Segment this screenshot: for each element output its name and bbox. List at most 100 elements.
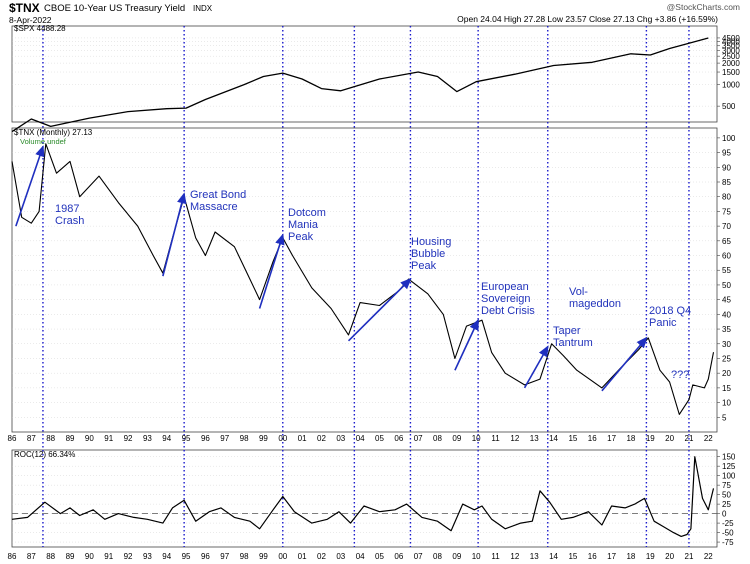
panel-roc-frame [11, 449, 718, 548]
annotation-text: 1987 [55, 203, 79, 215]
roc-x-tick-label: 19 [646, 552, 655, 561]
roc-x-tick-label: 18 [626, 552, 635, 561]
tnx-y-tick-label: 10 [722, 399, 731, 408]
spx-y-tick-label: 500 [722, 102, 736, 111]
roc-y-tick-label: 150 [722, 453, 736, 462]
roc-series-line [11, 456, 715, 538]
trend-arrow [523, 345, 549, 389]
tnx-x-tick-label: 16 [588, 434, 597, 443]
spx-series-line [11, 37, 709, 133]
roc-y-tick-label: 100 [722, 472, 736, 481]
roc-x-tick-label: 90 [85, 552, 94, 561]
spx-y-tick-label: 4500 [722, 34, 740, 43]
annotation-text: Peak [288, 231, 314, 243]
roc-x-tick-label: 91 [104, 552, 113, 561]
annotation-text: Massacre [190, 201, 238, 213]
tnx-x-tick-label: 93 [143, 434, 152, 443]
annotation-text: Panic [649, 317, 677, 329]
tnx-x-tick-label: 22 [704, 434, 713, 443]
annotation-text: European [481, 281, 529, 293]
annotation-text: Great Bond [190, 189, 246, 201]
roc-x-tick-label: 09 [452, 552, 461, 561]
watermark: @StockCharts.com [667, 2, 740, 12]
tnx-y-tick-label: 45 [722, 296, 731, 305]
tnx-x-tick-label: 03 [336, 434, 345, 443]
tnx-y-tick-label: 5 [722, 413, 727, 422]
roc-x-tick-label: 10 [472, 552, 481, 561]
roc-x-tick-label: 99 [259, 552, 268, 561]
symbol-label: $TNX [9, 1, 40, 15]
annotation-text: Taper [553, 325, 581, 337]
tnx-y-tick-label: 100 [722, 134, 736, 143]
tnx-y-tick-label: 55 [722, 266, 731, 275]
roc-x-tick-label: 11 [491, 552, 500, 561]
tnx-x-tick-label: 98 [240, 434, 249, 443]
spx-y-tick-label: 3000 [722, 47, 740, 56]
tnx-x-tick-label: 15 [568, 434, 577, 443]
trend-arrow [601, 336, 648, 392]
annotation-text: Dotcom [288, 207, 326, 219]
tnx-y-tick-label: 15 [722, 384, 731, 393]
tnx-y-tick-label: 70 [722, 222, 731, 231]
roc-panel-label: ROC(12) 66.34% [14, 450, 75, 459]
roc-x-tick-label: 93 [143, 552, 152, 561]
tnx-x-tick-label: 21 [685, 434, 694, 443]
tnx-x-tick-label: 99 [259, 434, 268, 443]
tnx-panel-label: $TNX (Monthly) 27.13 [14, 128, 93, 137]
tnx-x-tick-label: 88 [46, 434, 55, 443]
annotation-text: mageddon [569, 298, 621, 310]
roc-x-tick-label: 04 [356, 552, 365, 561]
tnx-x-tick-label: 05 [375, 434, 384, 443]
tnx-x-tick-label: 09 [452, 434, 461, 443]
tnx-x-tick-label: 02 [317, 434, 326, 443]
tnx-x-tick-label: 94 [162, 434, 171, 443]
annotation-text: Housing [411, 236, 451, 248]
roc-x-tick-label: 08 [433, 552, 442, 561]
annotation-text: Vol- [569, 286, 588, 298]
roc-y-tick-label: -50 [722, 529, 734, 538]
spx-y-tick-label: 4000 [722, 38, 740, 47]
roc-x-tick-label: 21 [685, 552, 694, 561]
spx-y-tick-label: 1500 [722, 68, 740, 77]
roc-x-tick-label: 89 [66, 552, 75, 561]
volume-label: Volume undef [20, 137, 67, 146]
tnx-x-tick-label: 92 [124, 434, 133, 443]
tnx-y-tick-label: 20 [722, 369, 731, 378]
roc-x-tick-label: 15 [568, 552, 577, 561]
tick-labels: 5001000150020002500300035004000450051015… [8, 34, 741, 561]
roc-x-tick-label: 88 [46, 552, 55, 561]
annotation-text: Sovereign [481, 293, 531, 305]
tnx-x-tick-label: 20 [665, 434, 674, 443]
spx-panel-label: $SPX 4488.28 [14, 24, 66, 33]
grid-lines [12, 37, 720, 543]
tnx-x-tick-label: 90 [85, 434, 94, 443]
ohlc-readout: Open 24.04 High 27.28 Low 23.57 Close 27… [457, 14, 718, 24]
tnx-x-tick-label: 12 [510, 434, 519, 443]
tnx-x-tick-label: 14 [549, 434, 558, 443]
tnx-x-tick-label: 01 [298, 434, 307, 443]
spx-y-tick-label: 2500 [722, 52, 740, 61]
tnx-y-tick-label: 80 [722, 193, 731, 202]
tnx-series-line [11, 143, 715, 415]
roc-x-tick-label: 17 [607, 552, 616, 561]
roc-x-tick-label: 87 [27, 552, 36, 561]
roc-x-tick-label: 03 [336, 552, 345, 561]
tnx-x-tick-label: 18 [626, 434, 635, 443]
panel-frames [11, 25, 718, 548]
tnx-x-tick-label: 10 [472, 434, 481, 443]
roc-y-tick-label: 125 [722, 462, 736, 471]
tnx-x-tick-label: 08 [433, 434, 442, 443]
roc-x-tick-label: 16 [588, 552, 597, 561]
tnx-y-tick-label: 85 [722, 178, 731, 187]
roc-y-tick-label: 75 [722, 481, 731, 490]
roc-x-tick-label: 92 [124, 552, 133, 561]
roc-x-tick-label: 98 [240, 552, 249, 561]
annotation-text: Debt Crisis [481, 305, 535, 317]
annotation-text: Peak [411, 260, 437, 272]
roc-x-tick-label: 12 [510, 552, 519, 561]
roc-y-tick-label: 25 [722, 500, 731, 509]
tnx-y-tick-label: 35 [722, 325, 731, 334]
roc-x-tick-label: 00 [278, 552, 287, 561]
tnx-y-tick-label: 60 [722, 252, 731, 261]
tnx-x-tick-label: 87 [27, 434, 36, 443]
